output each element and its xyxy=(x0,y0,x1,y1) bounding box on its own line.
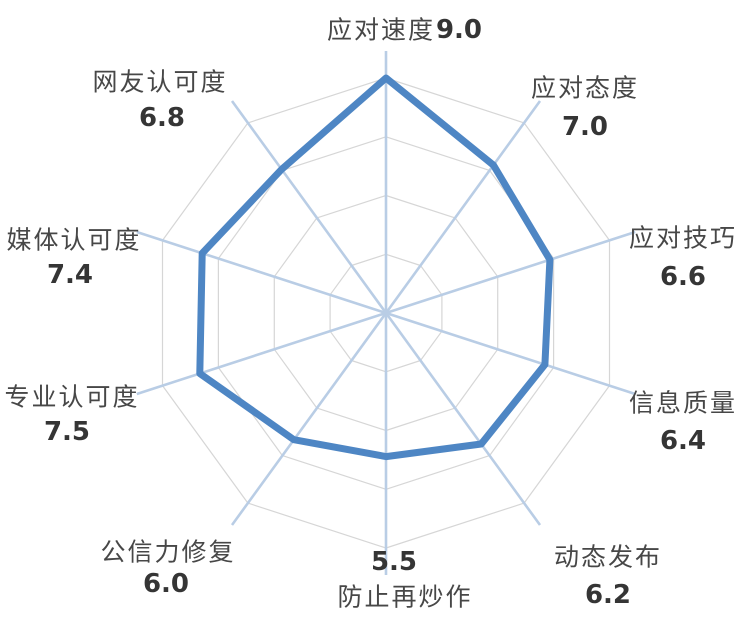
axis-value-0: 9.0 xyxy=(435,15,483,45)
axis-spoke-8 xyxy=(136,230,387,315)
axis-label-5: 防止再炒作 xyxy=(337,582,473,612)
axis-spoke-3 xyxy=(385,311,636,396)
axis-label-8: 媒体认可度 xyxy=(6,225,142,255)
axis-spoke-2 xyxy=(385,230,636,315)
axis-spoke-1 xyxy=(384,100,542,314)
axis-label-3: 信息质量 xyxy=(628,388,738,418)
axis-value-3: 6.4 xyxy=(659,426,707,456)
axis-spoke-7 xyxy=(136,311,387,396)
axis-value-7: 7.5 xyxy=(43,417,91,447)
data-series-polygon xyxy=(196,74,554,461)
axis-value-1: 7.0 xyxy=(561,112,609,142)
axis-label-9: 网友认可度 xyxy=(92,67,228,97)
axis-label-4: 动态发布 xyxy=(553,542,663,572)
axis-spoke-4 xyxy=(384,312,542,526)
axis-value-9: 6.8 xyxy=(138,103,186,133)
axis-value-2: 6.6 xyxy=(659,262,707,292)
axis-label-0: 应对速度 xyxy=(326,15,436,45)
axis-value-8: 7.4 xyxy=(46,260,94,290)
axis-label-1: 应对态度 xyxy=(530,73,640,103)
axis-value-6: 6.0 xyxy=(142,569,190,599)
axis-spoke-6 xyxy=(230,312,388,526)
axis-label-6: 公信力修复 xyxy=(100,537,236,567)
axis-spoke-9 xyxy=(230,100,388,314)
axis-label-7: 专业认可度 xyxy=(4,382,140,412)
axis-label-2: 应对技巧 xyxy=(628,223,738,253)
axis-value-5: 5.5 xyxy=(370,547,418,577)
axis-value-4: 6.2 xyxy=(584,580,632,610)
